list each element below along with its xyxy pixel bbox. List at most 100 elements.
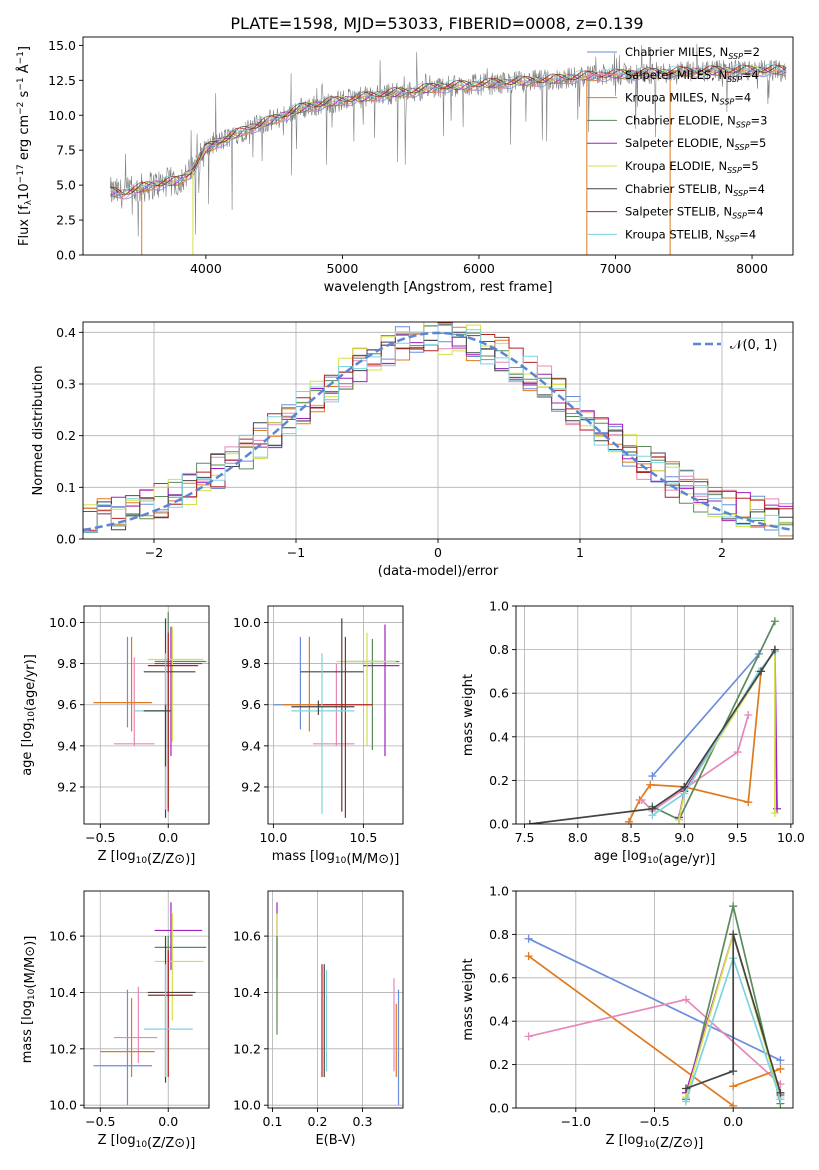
data-point-marker <box>637 796 646 805</box>
x-tick-label: 7.5 <box>515 830 535 845</box>
plot-area-spectrum <box>110 43 787 255</box>
panel-mass-vs-extinction: 0.1 0.2 0.3 10.0 10.2 10.4 10.6 E(B-V) <box>233 890 404 1148</box>
legend-entry: Salpeter STELIB, NSSP=4 <box>625 205 764 221</box>
x-tick-label: 2 <box>718 545 726 560</box>
legend-entry: 𝒩(0, 1) <box>730 338 777 353</box>
mass-weight-line <box>528 937 781 1062</box>
data-point-marker <box>770 645 779 654</box>
mass-weight-line <box>685 934 782 1094</box>
y-tick-label: 0.2 <box>489 773 509 788</box>
data-point-marker <box>770 809 779 818</box>
y-tick-label: 9.8 <box>241 656 261 671</box>
data-point-marker <box>624 817 633 824</box>
legend-entry: Kroupa MILES, NSSP=4 <box>625 91 751 107</box>
x-tick-label: −0.5 <box>639 1114 669 1129</box>
panel-mass-weight-vs-age: 7.5 8.0 8.5 9.0 9.5 10.0 0.0 0.2 0.4 0.6 0.8 1.0 age… <box>461 599 805 868</box>
legend-entry: Chabrier STELIB, NSSP=4 <box>625 182 765 198</box>
x-tick-label: 0.2 <box>308 1114 328 1129</box>
panel-mass-weight-vs-metallicity: −1.0 −0.5 0.0 0.0 0.2 0.4 0.6 0.8 1.0 Z [log10(Z/… <box>461 884 794 1151</box>
y-tick-label: 10.4 <box>49 985 77 1000</box>
y-tick-label: 10.0 <box>48 108 76 123</box>
y-tick-label: 10.0 <box>233 615 261 630</box>
data-point-marker <box>648 804 657 813</box>
axes-frame <box>267 890 404 1109</box>
panel-spectrum: 4000 5000 6000 7000 8000 0.0 2.5 5.0 7.5 10.0 12.5… <box>16 36 794 295</box>
y-tick-label: 0.3 <box>56 377 76 392</box>
model-line-chabrier-miles <box>110 69 787 200</box>
y-tick-label: 10.6 <box>49 929 77 944</box>
y-tick-label: 5.0 <box>56 178 76 193</box>
plots-layer: 4000 5000 6000 7000 80000.02.55.07.510.012.5… <box>16 36 805 1151</box>
y-tick-label: 15.0 <box>48 38 76 53</box>
mass-weight-line <box>528 955 734 1107</box>
plot-area-mass-vs-metallicity <box>93 902 207 1106</box>
y-tick-label: 10.2 <box>233 1041 261 1056</box>
data-point-marker <box>646 780 655 789</box>
x-tick-label: 7000 <box>600 261 632 276</box>
y-tick-label: 9.2 <box>241 779 261 794</box>
y-axis-label: mass [log10(M/M⊙)] <box>20 936 38 1064</box>
legend-entry: Chabrier MILES, NSSP=2 <box>625 45 760 61</box>
model-line-salpeter-stelib <box>110 64 787 196</box>
x-tick-label: 5000 <box>327 261 359 276</box>
y-tick-label: 0.8 <box>489 927 509 942</box>
y-tick-label: 12.5 <box>48 73 76 88</box>
data-point-marker <box>729 1101 738 1108</box>
figure-title: PLATE=1598, MJD=53033, FIBERID=0008, z=0… <box>230 14 643 33</box>
data-point-marker <box>524 934 533 943</box>
data-point-marker <box>729 1082 738 1091</box>
x-tick-label: −1 <box>287 545 305 560</box>
y-tick-label: 0.6 <box>489 970 509 985</box>
y-tick-label: 0.4 <box>489 1014 509 1029</box>
axes-frame <box>83 890 210 1109</box>
x-tick-label: 8.5 <box>621 830 641 845</box>
y-tick-label: 2.5 <box>56 213 76 228</box>
data-point-marker <box>770 617 779 626</box>
plot-area-age-vs-metallicity <box>93 612 207 818</box>
data-point-marker <box>744 798 753 807</box>
data-point-marker <box>776 1088 785 1097</box>
model-line-kroupa-stelib <box>110 63 787 195</box>
panel-mass-vs-metallicity: −0.5 0.0 10.0 10.2 10.4 10.6 Z [log10(Z/Z⊙)] ma… <box>20 890 210 1151</box>
y-tick-label: 9.6 <box>241 697 261 712</box>
data-point-marker <box>525 820 534 824</box>
data-point-marker <box>524 1032 533 1041</box>
data-point-marker <box>729 1067 738 1076</box>
y-axis-label: age [log10(age/yr)] <box>20 654 38 776</box>
model-line-chabrier-elodie <box>110 67 787 198</box>
y-tick-label: 0.0 <box>56 532 76 547</box>
y-tick-label: 7.5 <box>56 143 76 158</box>
x-tick-label: 10.0 <box>259 830 287 845</box>
x-tick-label: 6000 <box>463 261 495 276</box>
x-axis-label: (data-model)/error <box>378 564 499 579</box>
y-axis-label: Normed distribution <box>31 366 46 496</box>
y-tick-label: 10.0 <box>49 1098 77 1113</box>
y-tick-label: 10.0 <box>49 615 77 630</box>
x-tick-label: 9.5 <box>728 830 748 845</box>
y-tick-label: 0.2 <box>56 428 76 443</box>
legend-entry: Kroupa ELODIE, NSSP=5 <box>625 159 759 175</box>
data-point-marker <box>776 1064 785 1073</box>
axes-frame <box>515 605 794 825</box>
data-point-marker <box>757 667 766 676</box>
x-axis-label: Z [log10(Z/Z⊙)] <box>98 1133 196 1151</box>
model-line-kroupa-miles <box>110 67 787 199</box>
model-line-salpeter-elodie <box>110 66 787 196</box>
data-point-marker <box>776 1056 785 1065</box>
data-point-marker <box>729 902 738 911</box>
axes-frame <box>267 605 404 825</box>
y-tick-label: 10.6 <box>233 929 261 944</box>
y-tick-label: 0.8 <box>489 642 509 657</box>
y-tick-label: 0.6 <box>489 686 509 701</box>
axes-frame <box>82 36 794 256</box>
data-point-marker <box>524 952 533 961</box>
y-tick-label: 0.4 <box>56 325 76 340</box>
x-tick-label: 0.3 <box>353 1114 373 1129</box>
y-tick-label: 9.2 <box>57 779 77 794</box>
y-axis-label: Flux [fλ10−17 erg cm−2 s−1 Å−1] <box>16 46 34 246</box>
x-tick-label: 0.0 <box>158 830 178 845</box>
x-tick-label: 8000 <box>736 261 768 276</box>
x-axis-label: E(B-V) <box>315 1133 355 1148</box>
plot-area-mass-weight-vs-metallicity <box>524 902 785 1108</box>
